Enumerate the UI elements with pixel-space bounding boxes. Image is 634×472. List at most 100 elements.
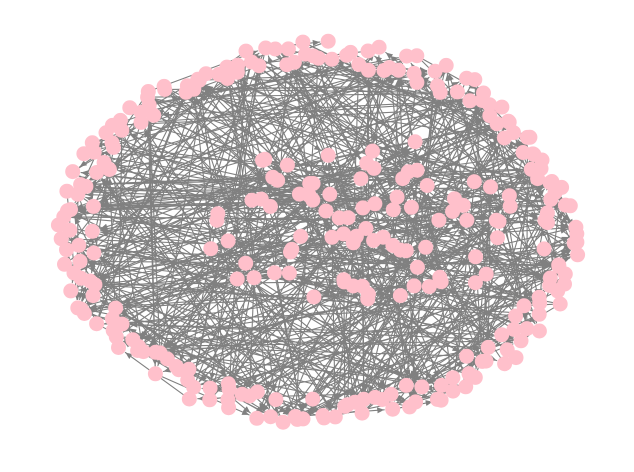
graph-node — [536, 241, 552, 257]
graph-node — [268, 392, 284, 408]
graph-node — [234, 386, 250, 402]
graph-node — [336, 272, 352, 288]
graph-node — [433, 377, 449, 393]
graph-node — [468, 249, 484, 265]
graph-edge — [199, 87, 218, 213]
graph-node — [71, 237, 87, 253]
graph-node — [506, 321, 522, 337]
graph-node — [70, 300, 86, 316]
graph-node — [267, 41, 283, 57]
graph-node — [306, 289, 322, 305]
graph-node — [367, 389, 383, 405]
graph-edge — [146, 113, 156, 367]
graph-node — [552, 296, 568, 312]
graph-node — [365, 143, 380, 159]
graph-node — [265, 169, 281, 185]
graph-node — [78, 178, 94, 194]
graph-edge — [116, 104, 482, 169]
graph-edge — [223, 52, 375, 209]
graph-node — [449, 84, 465, 100]
graph-node — [360, 291, 376, 307]
graph-node — [516, 298, 532, 314]
graph-node — [62, 222, 78, 238]
graph-node — [371, 39, 387, 55]
graph-node — [86, 245, 102, 261]
graph-edge — [214, 110, 485, 395]
graph-node — [198, 66, 214, 82]
graph-edge — [230, 84, 341, 273]
graph-edge — [300, 107, 479, 414]
graph-node — [530, 171, 546, 187]
graph-node — [385, 401, 401, 417]
nodes-layer — [50, 33, 586, 430]
graph-node — [108, 300, 124, 316]
graph-node — [202, 380, 218, 396]
graph-node — [181, 391, 197, 407]
graph-node — [293, 228, 309, 244]
graph-node — [84, 223, 100, 239]
graph-node — [508, 350, 524, 366]
graph-edge — [290, 55, 364, 222]
graph-node — [418, 239, 434, 255]
graph-edge — [469, 219, 544, 351]
graph-node — [429, 391, 445, 407]
graph-edge — [199, 236, 570, 385]
graph-node — [562, 198, 578, 214]
graph-edge — [73, 249, 551, 269]
graph-node — [255, 152, 270, 168]
graph-edge — [99, 172, 410, 294]
graph-edge — [391, 253, 407, 379]
graph-node — [483, 179, 498, 195]
graph-node — [246, 270, 262, 286]
graph-node — [409, 48, 425, 64]
graph-node — [353, 171, 369, 187]
graph-node — [482, 97, 497, 113]
graph-edge — [184, 366, 348, 402]
graph-node — [461, 366, 477, 382]
graph-node — [220, 376, 236, 392]
graph-node — [403, 199, 419, 215]
graph-edge — [396, 78, 416, 395]
graph-edge — [369, 209, 552, 265]
graph-node — [391, 62, 406, 78]
graph-edge — [350, 227, 569, 281]
graph-node — [57, 256, 72, 272]
graph-edge — [123, 336, 481, 351]
graph-node — [421, 279, 437, 295]
graph-node — [445, 383, 461, 399]
graph-edge — [78, 196, 391, 213]
graph-edge — [440, 70, 447, 79]
graph-node — [295, 34, 311, 50]
graph-edge — [247, 284, 255, 389]
graph-node — [531, 323, 547, 339]
graph-edge — [319, 124, 502, 198]
graph-node — [409, 259, 425, 275]
graph-node — [320, 147, 336, 163]
graph-node — [497, 356, 513, 372]
graph-node — [402, 399, 418, 415]
graph-node — [438, 57, 454, 73]
graph-node — [203, 241, 219, 257]
graph-node — [84, 135, 100, 151]
graph-edge — [77, 210, 410, 268]
graph-node — [407, 134, 423, 150]
graph-edge — [70, 59, 341, 261]
graph-edge — [119, 320, 430, 399]
graph-node — [459, 348, 475, 364]
graph-node — [279, 157, 295, 173]
graph-node — [202, 392, 218, 408]
graph-node — [501, 188, 517, 204]
graph-edge — [238, 71, 304, 412]
graph-node — [324, 229, 340, 245]
graph-node — [366, 160, 382, 176]
graph-node — [459, 212, 475, 228]
graph-edge — [80, 170, 306, 200]
graph-edge — [101, 246, 418, 285]
graph-edge — [167, 316, 509, 355]
graph-node — [148, 344, 164, 360]
graph-edge — [445, 73, 467, 214]
graph-edge — [65, 227, 469, 376]
graph-node — [125, 332, 141, 348]
graph-node — [96, 155, 112, 170]
graph-edge — [98, 99, 184, 318]
